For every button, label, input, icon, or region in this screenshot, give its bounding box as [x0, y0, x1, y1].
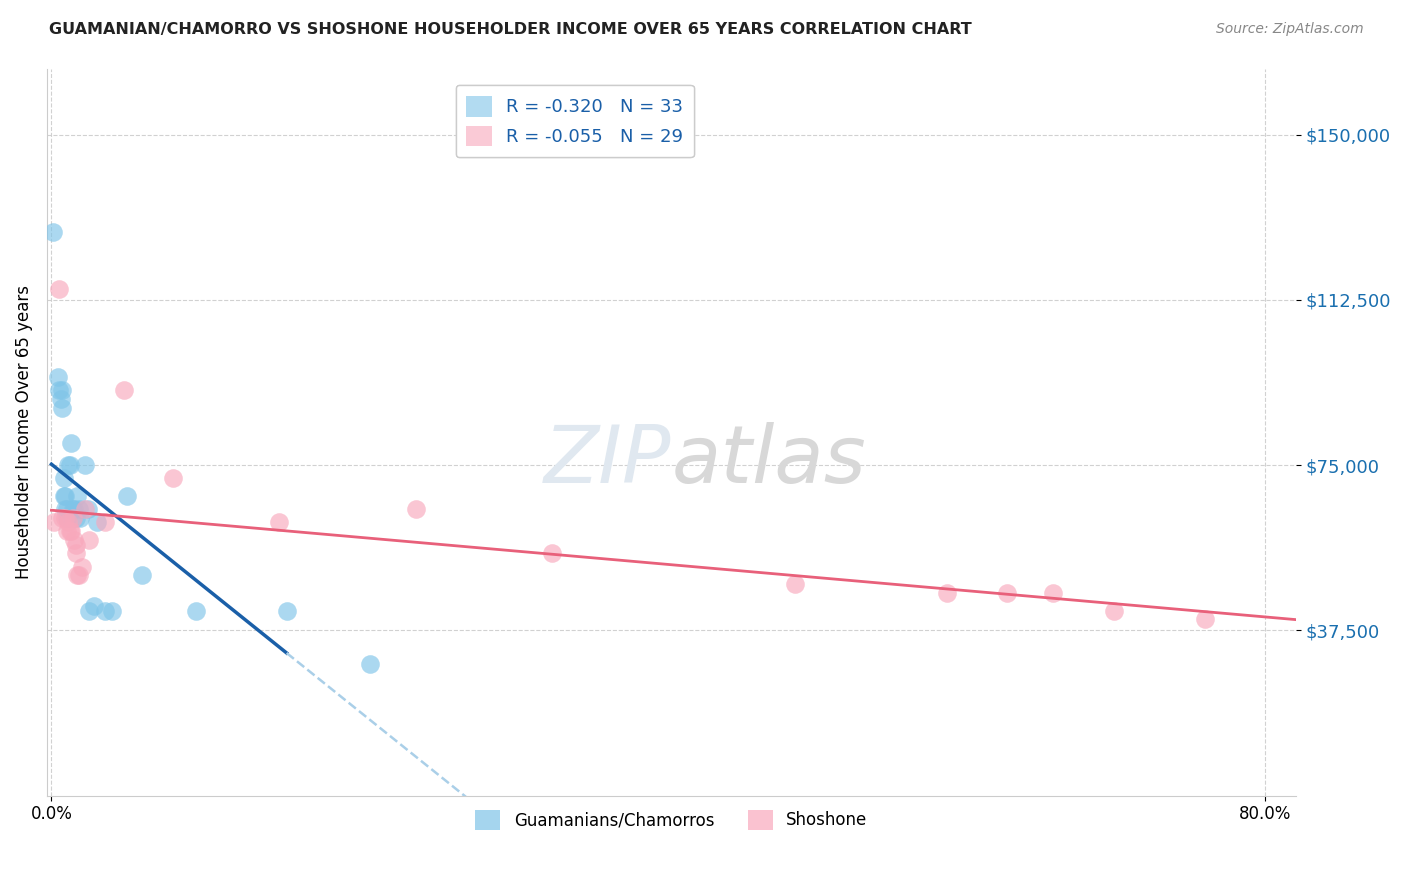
Point: [112, 384, 135, 398]
Point: [55, 524, 77, 539]
Point: [51, 401, 73, 415]
Point: [65, 537, 87, 551]
Point: [405, 502, 427, 516]
Point: [117, 489, 139, 503]
Point: [76, 502, 98, 516]
Point: [1042, 586, 1064, 600]
Point: [62, 502, 84, 516]
Point: [49, 392, 72, 406]
Point: [66, 568, 89, 582]
Point: [70, 559, 93, 574]
Point: [46, 370, 69, 384]
Point: [66, 489, 89, 503]
Point: [935, 586, 957, 600]
Point: [1102, 604, 1125, 618]
Point: [276, 604, 298, 618]
Point: [541, 546, 564, 560]
Point: [48, 282, 70, 296]
Point: [65, 546, 87, 560]
Point: [53, 511, 76, 525]
Point: [44, 516, 66, 530]
Point: [52, 489, 75, 503]
Point: [162, 471, 184, 485]
Point: [62, 511, 84, 525]
Point: [267, 516, 290, 530]
Point: [83, 599, 105, 614]
Text: GUAMANIAN/CHAMORRO VS SHOSHONE HOUSEHOLDER INCOME OVER 65 YEARS CORRELATION CHAR: GUAMANIAN/CHAMORRO VS SHOSHONE HOUSEHOLD…: [49, 22, 972, 37]
Point: [42, 225, 65, 239]
Point: [60, 436, 83, 450]
Point: [59, 524, 82, 539]
Point: [73, 502, 96, 516]
Point: [359, 657, 381, 671]
Point: [53, 489, 76, 503]
Point: [63, 502, 86, 516]
Point: [55, 511, 77, 525]
Point: [65, 511, 87, 525]
Text: ZIP: ZIP: [544, 422, 671, 500]
Point: [93, 604, 115, 618]
Point: [131, 568, 153, 582]
Point: [56, 516, 79, 530]
Point: [56, 458, 79, 473]
Point: [1194, 612, 1216, 626]
Legend: R = -0.320   N = 33, R = -0.055   N = 29: R = -0.320 N = 33, R = -0.055 N = 29: [456, 85, 695, 157]
Point: [997, 586, 1019, 600]
Point: [51, 384, 73, 398]
Text: Source: ZipAtlas.com: Source: ZipAtlas.com: [1216, 22, 1364, 37]
Point: [48, 384, 70, 398]
Point: [55, 502, 77, 516]
Point: [52, 471, 75, 485]
Point: [73, 458, 96, 473]
Point: [51, 511, 73, 525]
Point: [67, 502, 90, 516]
Point: [93, 516, 115, 530]
Point: [86, 516, 108, 530]
Point: [79, 604, 101, 618]
Point: [67, 568, 90, 582]
Point: [184, 604, 207, 618]
Point: [101, 604, 124, 618]
Text: atlas: atlas: [671, 422, 866, 500]
Point: [63, 533, 86, 548]
Y-axis label: Householder Income Over 65 years: Householder Income Over 65 years: [15, 285, 32, 579]
Point: [783, 577, 806, 591]
Point: [79, 533, 101, 548]
Point: [60, 524, 83, 539]
Point: [53, 502, 76, 516]
Point: [59, 458, 82, 473]
Point: [69, 511, 91, 525]
